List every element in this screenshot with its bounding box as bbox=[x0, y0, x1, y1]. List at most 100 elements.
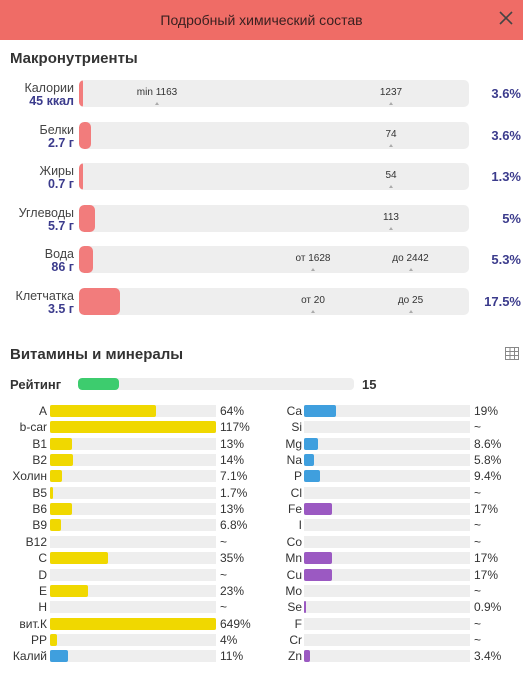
macro-tick-label: min 1163 bbox=[136, 87, 178, 98]
nutrient-row: Калий 11% bbox=[0, 648, 523, 664]
macro-bar: от 20 до 25 bbox=[79, 288, 469, 315]
macro-label: Углеводы 5.7 г bbox=[18, 205, 74, 233]
nutrient-name: b-car bbox=[19, 420, 47, 435]
nutrient-percent: ~ bbox=[474, 420, 482, 435]
nutrient-bar bbox=[50, 503, 216, 516]
nutrient-percent: 117% bbox=[220, 420, 250, 435]
nutrient-bar bbox=[50, 519, 216, 532]
nutrient-bar bbox=[304, 552, 470, 565]
nutrient-percent: ~ bbox=[474, 534, 482, 549]
nutrient-name: C bbox=[38, 551, 47, 566]
nutrient-row: Fe 17% bbox=[0, 501, 523, 517]
nutrient-name: Fe bbox=[287, 502, 302, 517]
macro-tick-label: 54 bbox=[385, 170, 397, 182]
nutrient-percent: ~ bbox=[474, 616, 482, 631]
nutrient-bar-fill bbox=[50, 650, 69, 663]
nutrient-bar bbox=[50, 454, 216, 467]
nutrient-bar bbox=[304, 535, 470, 548]
nutrient-row: A 64% bbox=[0, 403, 523, 419]
nutrient-bar bbox=[50, 650, 216, 663]
nutrient-bar bbox=[50, 633, 216, 646]
nutrient-percent: 35% bbox=[220, 551, 245, 566]
nutrient-bar bbox=[50, 601, 216, 614]
nutrient-row: H ~ bbox=[0, 599, 523, 615]
nutrient-name: B6 bbox=[32, 502, 47, 517]
nutrient-name: Калий bbox=[12, 649, 47, 664]
close-icon[interactable] bbox=[497, 9, 515, 27]
nutrient-bar-fill bbox=[304, 552, 333, 565]
nutrient-bar-fill bbox=[50, 421, 216, 434]
nutrient-bar-fill bbox=[50, 584, 89, 597]
nutrient-row: Cl ~ bbox=[0, 485, 523, 501]
nutrient-bar bbox=[50, 421, 216, 434]
nutrient-bar-fill bbox=[50, 486, 53, 499]
macro-row: Калории 45 ккал min 1163 1237 3.6% bbox=[0, 80, 523, 114]
nutrient-name: Si bbox=[291, 420, 302, 435]
macro-bar: от 1628 до 2442 bbox=[79, 246, 469, 274]
macro-label: Клетчатка 3.5 г bbox=[16, 290, 74, 316]
nutrient-percent: ~ bbox=[220, 534, 228, 549]
nutrient-bar bbox=[304, 584, 470, 597]
nutrient-bar bbox=[50, 470, 216, 483]
nutrient-percent: ~ bbox=[474, 632, 482, 647]
macro-percent: 1.3% bbox=[491, 169, 521, 185]
nutrient-bar bbox=[50, 535, 216, 548]
nutrient-name: PP bbox=[30, 632, 47, 647]
nutrient-row: E 23% bbox=[0, 583, 523, 599]
macro-percent: 3.6% bbox=[491, 86, 521, 101]
nutrient-percent: 23% bbox=[220, 583, 245, 598]
macro-value: 45 ккал bbox=[29, 94, 74, 108]
nutrient-bar-fill bbox=[50, 437, 72, 450]
rating-value: 15 bbox=[362, 377, 377, 392]
macro-percent: 5% bbox=[502, 210, 521, 226]
macro-bar-fill bbox=[79, 121, 91, 149]
nutrient-row: Mo ~ bbox=[0, 583, 523, 599]
macro-value: 5.7 г bbox=[47, 218, 74, 233]
macro-name: Жиры bbox=[39, 164, 74, 179]
nutrient-bar-fill bbox=[304, 650, 310, 663]
nutrient-name: Cl bbox=[290, 485, 302, 500]
macro-name: Углеводы bbox=[18, 205, 74, 220]
macro-tick-label: от 1628 bbox=[295, 253, 331, 265]
nutrient-bar bbox=[304, 633, 470, 646]
dialog-header: Подробный химический состав bbox=[0, 0, 523, 40]
nutrient-row: Zn 3.4% bbox=[0, 648, 523, 664]
nutrient-percent: 3.4% bbox=[474, 649, 502, 664]
nutrient-row: Se 0.9% bbox=[0, 599, 523, 615]
nutrient-percent: ~ bbox=[474, 485, 482, 500]
nutrient-percent: ~ bbox=[220, 600, 228, 615]
table-icon[interactable] bbox=[505, 347, 519, 360]
nutrient-bar bbox=[50, 552, 216, 565]
nutrient-bar-fill bbox=[304, 568, 333, 581]
nutrient-bar bbox=[304, 601, 470, 614]
macro-name: Калории bbox=[24, 81, 74, 95]
nutrient-row: C 35% bbox=[0, 550, 523, 566]
nutrient-bar bbox=[50, 617, 216, 630]
nutrient-row: b-car 117% bbox=[0, 419, 523, 435]
macronutrients-title: Макронутриенты bbox=[10, 50, 138, 67]
nutrient-name: Ca bbox=[286, 404, 302, 418]
macro-label: Калории 45 ккал bbox=[24, 82, 74, 108]
nutrient-row: P 9.4% bbox=[0, 468, 523, 484]
nutrient-row: Cr ~ bbox=[0, 632, 523, 648]
nutrient-row: Ca 19% bbox=[0, 403, 523, 419]
nutrient-percent: 13% bbox=[220, 502, 245, 517]
nutrient-row: I ~ bbox=[0, 517, 523, 533]
nutrient-bar bbox=[304, 437, 470, 450]
nutrient-percent: 13% bbox=[220, 436, 245, 451]
nutrient-bar-fill bbox=[50, 454, 74, 467]
nutrient-row: Si ~ bbox=[0, 419, 523, 435]
nutrient-percent: 17% bbox=[474, 502, 499, 517]
nutrient-percent: 649% bbox=[220, 616, 251, 631]
nutrient-name: E bbox=[38, 583, 47, 598]
macro-value: 0.7 г bbox=[47, 177, 74, 192]
nutrient-bar-fill bbox=[50, 470, 62, 483]
nutrient-bar-fill bbox=[304, 405, 336, 417]
nutrient-bar bbox=[304, 519, 470, 532]
macro-tick-label: до 2442 bbox=[392, 253, 429, 265]
macro-label: Жиры 0.7 г bbox=[40, 165, 74, 191]
macro-tick-mark bbox=[389, 102, 393, 105]
macro-name: Белки bbox=[39, 122, 75, 137]
nutrient-percent: 64% bbox=[220, 404, 245, 418]
macro-bar-fill bbox=[79, 246, 93, 274]
